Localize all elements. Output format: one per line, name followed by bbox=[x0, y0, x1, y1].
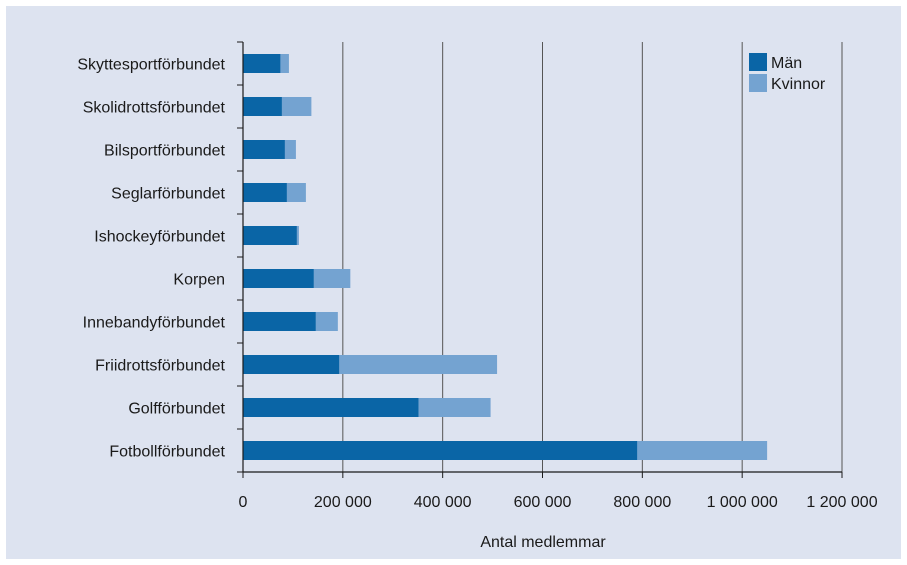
bar-kvinnor bbox=[339, 355, 498, 374]
bar-kvinnor bbox=[313, 269, 351, 288]
bar-kvinnor bbox=[418, 398, 491, 417]
legend: Män Kvinnor bbox=[749, 53, 826, 93]
bar-man bbox=[243, 183, 287, 202]
bar-man bbox=[243, 97, 282, 116]
x-tick-label: 0 bbox=[239, 494, 248, 511]
x-tick-label: 800 000 bbox=[613, 494, 671, 511]
category-label: Golfförbundet bbox=[128, 401, 225, 418]
bar-kvinnor bbox=[637, 441, 768, 460]
bar-man bbox=[243, 226, 297, 245]
x-tick-label: 1 000 000 bbox=[707, 494, 778, 511]
category-labels: Skyttesportförbundet Skolidrottsförbundet… bbox=[77, 57, 225, 461]
x-tick-label: 200 000 bbox=[314, 494, 372, 511]
bar-kvinnor bbox=[284, 140, 296, 159]
category-label: Ishockeyförbundet bbox=[94, 229, 225, 246]
gridlines bbox=[342, 42, 843, 472]
bar-man bbox=[243, 140, 285, 159]
bar-kvinnor bbox=[286, 183, 306, 202]
category-label: Skyttesportförbundet bbox=[77, 57, 225, 74]
chart-frame bbox=[6, 6, 901, 559]
bar-man bbox=[243, 269, 314, 288]
bars bbox=[243, 54, 768, 460]
x-axis-label: Antal medlemmar bbox=[480, 534, 606, 551]
bar-man bbox=[243, 355, 340, 374]
legend-swatch bbox=[749, 74, 767, 92]
x-tick-label: 1 200 000 bbox=[806, 494, 877, 511]
category-label: Innebandyförbundet bbox=[83, 315, 226, 332]
bar-man bbox=[243, 398, 419, 417]
legend-label: Kvinnor bbox=[771, 76, 826, 93]
category-label: Korpen bbox=[173, 272, 225, 289]
category-label: Seglarförbundet bbox=[111, 186, 225, 203]
bar-man bbox=[243, 441, 638, 460]
x-tick-labels: 0 200 000 400 000 600 000 800 000 1 000 000 1 … bbox=[239, 494, 878, 511]
legend-swatch bbox=[749, 53, 767, 71]
bar-man bbox=[243, 312, 316, 331]
bar-kvinnor bbox=[296, 226, 299, 245]
category-label: Bilsportförbundet bbox=[104, 143, 226, 160]
x-tick-label: 600 000 bbox=[514, 494, 572, 511]
category-label: Friidrottsförbundet bbox=[95, 358, 225, 375]
bar-kvinnor bbox=[315, 312, 338, 331]
category-label: Skolidrottsförbundet bbox=[83, 100, 226, 117]
category-label: Fotbollförbundet bbox=[109, 444, 225, 461]
x-tick-label: 400 000 bbox=[414, 494, 472, 511]
bar-man bbox=[243, 54, 281, 73]
legend-label: Män bbox=[771, 55, 802, 72]
bar-kvinnor bbox=[280, 54, 289, 73]
axes bbox=[237, 41, 843, 478]
bar-kvinnor bbox=[281, 97, 312, 116]
